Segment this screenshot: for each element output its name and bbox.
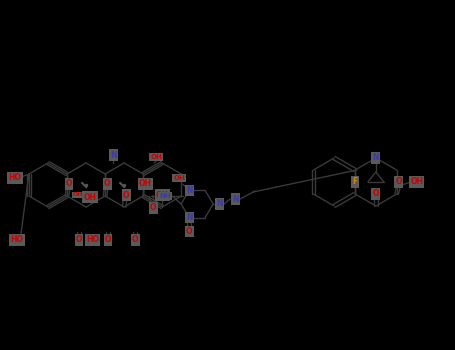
Text: N: N — [186, 186, 192, 195]
Text: N: N — [216, 199, 222, 209]
Text: O: O — [132, 236, 138, 245]
Text: OH: OH — [139, 180, 152, 189]
Text: OH: OH — [156, 190, 169, 199]
Text: O: O — [395, 177, 402, 187]
Text: O: O — [373, 189, 379, 198]
Text: N: N — [232, 195, 238, 203]
Text: N: N — [110, 150, 116, 160]
Text: HO: HO — [9, 174, 21, 182]
Text: O: O — [105, 236, 111, 245]
Text: OH: OH — [410, 177, 423, 187]
Text: OH: OH — [173, 175, 185, 181]
Text: O: O — [76, 236, 82, 245]
Text: OH: OH — [84, 193, 96, 202]
Text: O: O — [104, 180, 111, 189]
Text: O: O — [150, 203, 157, 212]
Text: HO: HO — [86, 236, 99, 245]
Text: O: O — [186, 227, 192, 236]
Text: NH: NH — [159, 193, 171, 199]
Text: O: O — [123, 190, 129, 199]
Text: OH: OH — [73, 193, 83, 197]
Text: N: N — [373, 154, 379, 162]
Text: F: F — [352, 177, 358, 187]
Text: O: O — [66, 180, 72, 189]
Text: N: N — [186, 213, 192, 222]
Text: OH: OH — [150, 154, 162, 160]
Text: HO: HO — [10, 236, 24, 245]
